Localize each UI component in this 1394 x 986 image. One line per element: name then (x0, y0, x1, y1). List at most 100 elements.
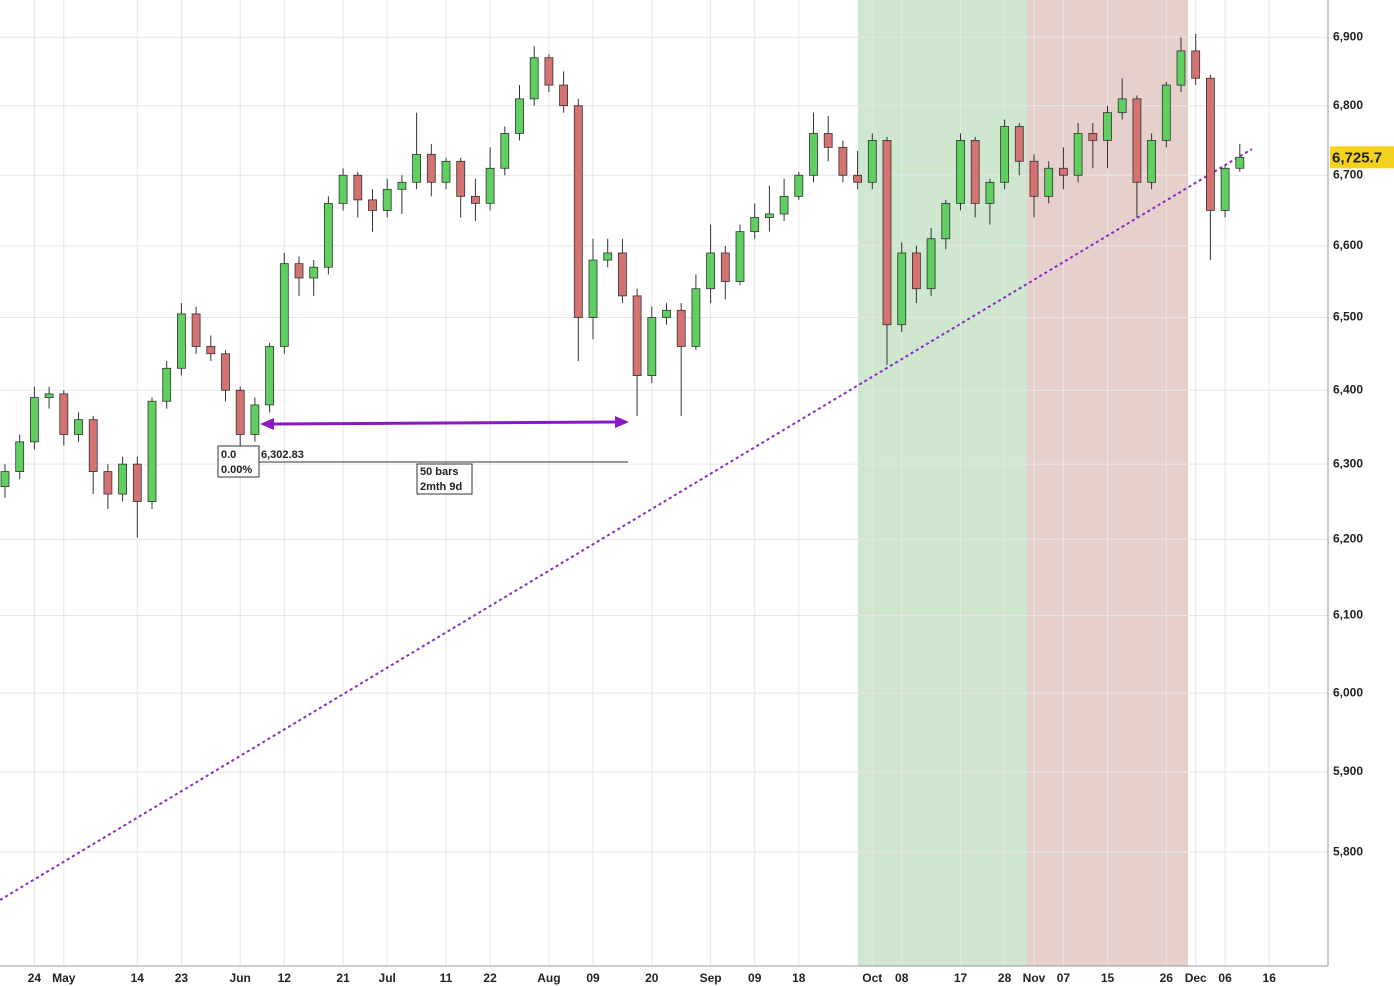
x-tick-label: 22 (483, 971, 497, 985)
candle-body (235, 389, 245, 435)
x-tick-label: 09 (748, 971, 762, 985)
candle-body (794, 174, 804, 197)
candle-body (1161, 84, 1171, 141)
candle-body (573, 105, 583, 318)
candle-body (103, 471, 113, 495)
last-price-label: 6,725.7 (1332, 149, 1382, 166)
candle-body (1103, 112, 1112, 141)
candle-body (691, 288, 701, 347)
x-tick-label: 11 (440, 971, 453, 985)
candle-body (74, 419, 83, 435)
x-tick-label: 20 (645, 971, 659, 985)
candle-body (809, 133, 818, 176)
candle-body (765, 213, 774, 218)
candle-body (162, 367, 172, 402)
candle-body (750, 217, 760, 233)
candle-body (176, 313, 186, 369)
candle-body (294, 263, 304, 279)
candle-body (662, 309, 671, 318)
candle-body (956, 139, 965, 204)
candle-body (88, 419, 98, 472)
candle-body (29, 397, 39, 443)
candle-body (1235, 156, 1245, 169)
candle-body (191, 313, 201, 347)
candle-body (456, 160, 466, 197)
x-tick-label: 06 (1218, 971, 1232, 985)
x-tick-label: 18 (792, 971, 806, 985)
measure-arrow (271, 420, 617, 426)
y-tick-label: 6,200 (1333, 531, 1363, 545)
x-tick-label: 08 (895, 971, 909, 985)
candle-body (1088, 133, 1098, 141)
candle-body (1147, 139, 1156, 183)
candle-body (647, 317, 657, 377)
candle-body (588, 259, 598, 318)
candle-body (353, 174, 363, 201)
candle-body (206, 346, 216, 355)
arrow-head (260, 418, 274, 430)
candle-body (485, 167, 495, 204)
x-tick-label: Oct (862, 971, 882, 985)
x-tick-label: Aug (537, 971, 560, 985)
arrow-head (615, 416, 629, 428)
x-tick-label: 26 (1160, 971, 1174, 985)
candles (0, 33, 1245, 538)
candle-body (941, 202, 951, 240)
candle-body (132, 463, 142, 502)
y-tick-label: 6,000 (1333, 685, 1363, 699)
candle-body (323, 202, 333, 268)
candle-body (632, 295, 642, 377)
candle-body (706, 252, 715, 290)
candle-body (544, 57, 554, 86)
candle-body (559, 84, 568, 107)
x-tick-label: Nov (1023, 971, 1046, 985)
fib-level: 0.0 (221, 449, 236, 461)
candle-body (309, 266, 319, 279)
candle-body (882, 139, 892, 326)
candle-body (441, 160, 451, 183)
candle-body (926, 238, 936, 290)
candle-body (15, 441, 25, 472)
y-tick-label: 6,700 (1333, 167, 1363, 181)
x-tick-label: May (52, 971, 76, 985)
fib-percent: 0.00% (221, 464, 252, 476)
candle-body (1044, 167, 1054, 197)
candle-body (1029, 160, 1039, 197)
x-tick-label: 24 (28, 971, 42, 985)
duration: 2mth 9d (420, 481, 462, 493)
candle-body (500, 133, 510, 169)
candle-body (1176, 50, 1186, 86)
x-tick-label: 17 (954, 971, 968, 985)
x-tick-label: 23 (175, 971, 189, 985)
candle-body (897, 252, 907, 326)
candle-body (853, 174, 862, 183)
candle-body (470, 195, 480, 204)
measure-box (416, 463, 473, 495)
x-tick-label: 14 (131, 971, 145, 985)
x-tick-label: 15 (1101, 971, 1115, 985)
x-tick-label: 12 (278, 971, 292, 985)
candle-body (1132, 98, 1142, 183)
candle-body (779, 195, 789, 215)
low-price-label: 6,302.83 (261, 449, 304, 461)
y-tick-label: 6,900 (1333, 29, 1363, 43)
candle-body (382, 188, 392, 211)
candle-body (735, 231, 745, 282)
candle-body (59, 393, 69, 435)
candle-body (1206, 77, 1215, 211)
candle-body (1191, 50, 1201, 79)
candle-body (265, 346, 275, 406)
x-tick-label: Dec (1185, 971, 1207, 985)
y-tick-label: 6,600 (1333, 238, 1363, 252)
candle-body (867, 139, 877, 183)
candle-body (676, 309, 686, 347)
candle-body (823, 133, 833, 148)
x-tick-label: Jun (230, 971, 251, 985)
candle-body (1059, 167, 1068, 176)
candle-body (838, 146, 848, 176)
candle-body (618, 252, 627, 297)
y-tick-label: 6,300 (1333, 456, 1363, 470)
candle-body (1073, 133, 1083, 176)
